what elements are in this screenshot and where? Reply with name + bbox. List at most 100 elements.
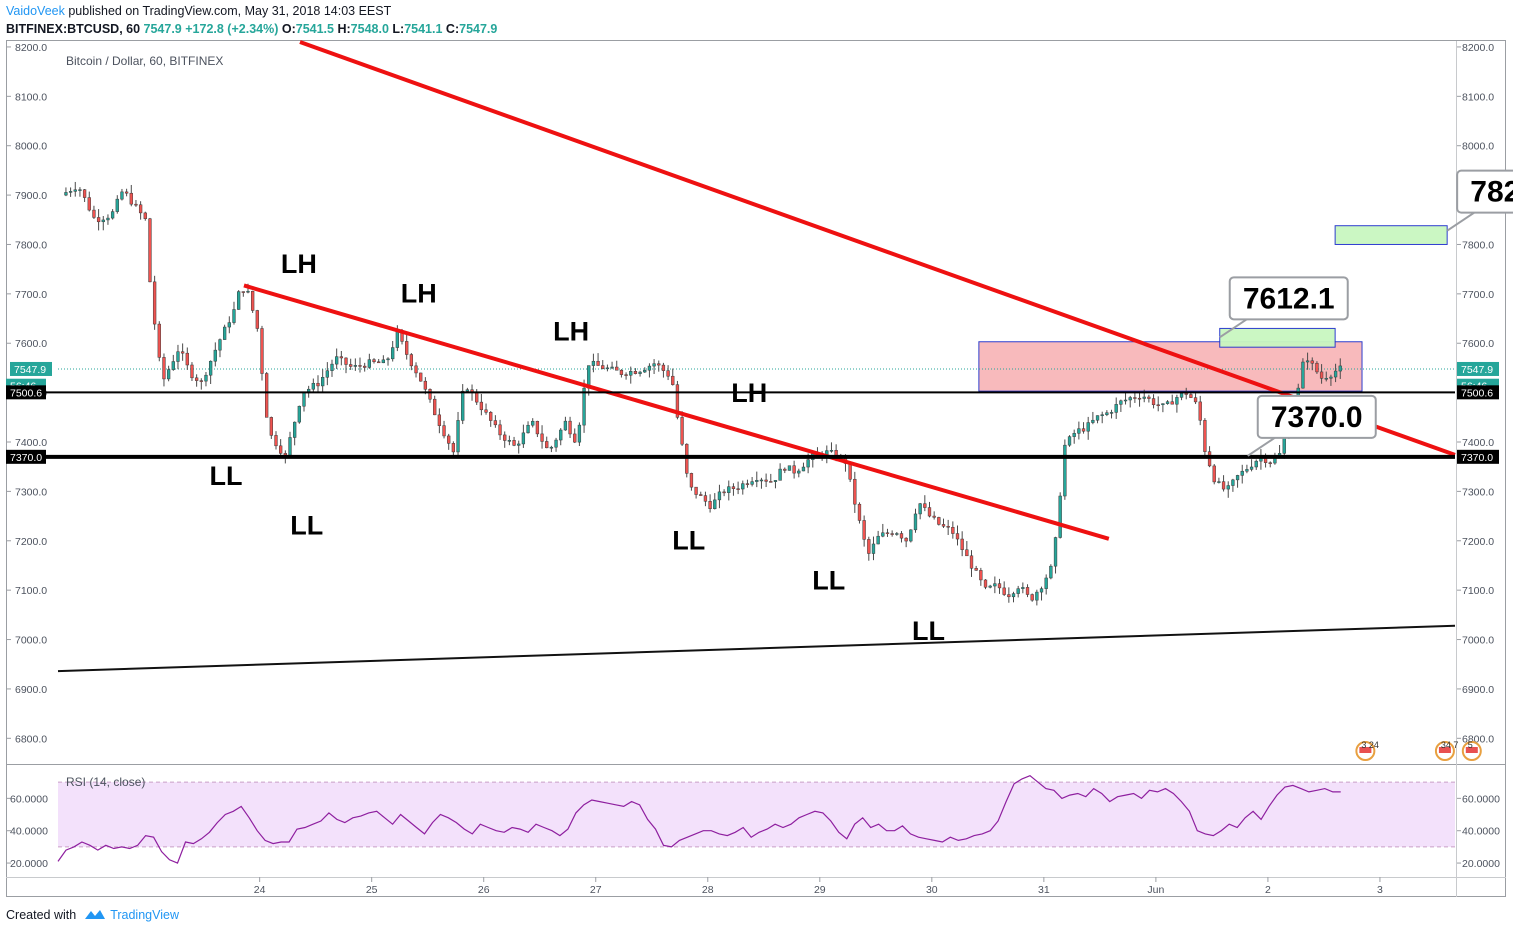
candle-body: [180, 351, 185, 354]
lower-low-label: LL: [812, 566, 845, 596]
candle-body: [1063, 444, 1067, 497]
candle-body: [806, 459, 810, 468]
candle-body: [157, 323, 161, 358]
candle-body: [101, 219, 105, 223]
candle-body: [377, 361, 381, 364]
time-axis-label: 30: [926, 884, 938, 896]
right-axis-label: 7700.0: [1462, 289, 1494, 301]
candle-body: [797, 470, 801, 474]
candle-body: [162, 357, 166, 380]
candle-body: [1105, 412, 1109, 415]
candle-body: [1245, 469, 1249, 472]
candle-body: [652, 363, 656, 367]
candle-body: [208, 360, 213, 376]
candle-body: [507, 440, 512, 442]
callout-box[interactable]: [1256, 394, 1377, 439]
rsi-left-axis-label: 20.0000: [10, 858, 48, 870]
rsi-title: RSI (14, close): [66, 775, 145, 789]
callout-box[interactable]: [1456, 169, 1513, 214]
candle-body: [983, 579, 988, 588]
candle-body: [1039, 588, 1044, 593]
candle-body: [708, 501, 712, 509]
upper-resistance-line[interactable]: [299, 40, 1456, 457]
created-with-label: Created with: [6, 908, 77, 922]
candle-body: [871, 543, 876, 554]
symbol-name: BITFINEX:BTCUSD, 60: [6, 22, 141, 36]
left-axis-label: 8200.0: [15, 42, 47, 54]
candle-body: [199, 380, 203, 382]
candle-body: [890, 533, 894, 535]
target-7824-box[interactable]: [1334, 225, 1448, 245]
supply-zone-box[interactable]: [978, 341, 1363, 392]
time-axis-label: 3: [1377, 884, 1383, 896]
candle-body: [293, 421, 297, 438]
candle-body: [391, 347, 395, 360]
right-axis-label: 7600.0: [1462, 338, 1494, 350]
callout-value: 7612.1: [1243, 282, 1335, 315]
support-trend-line[interactable]: [57, 624, 1456, 673]
candle-body: [222, 326, 227, 340]
high-value: 7548.0: [350, 22, 389, 36]
tradingview-link[interactable]: TradingView: [110, 908, 179, 922]
candle-body: [671, 375, 675, 385]
candle-body: [1179, 393, 1184, 398]
tradingview-logo-icon: [85, 910, 106, 919]
candle-body: [988, 585, 992, 588]
candle-body: [1151, 398, 1156, 406]
candle-body: [745, 483, 750, 485]
left-price-label-bg: [6, 449, 46, 464]
left-axis-label: 7000.0: [15, 635, 47, 647]
candle-body: [1170, 401, 1174, 405]
candle-body: [1147, 396, 1151, 399]
target-7612-box[interactable]: [1219, 327, 1336, 348]
candle-body: [171, 361, 175, 370]
candle-body: [335, 356, 339, 365]
candle-body: [78, 189, 82, 191]
candle-body: [232, 309, 236, 323]
candle-body: [241, 291, 245, 293]
candle-body: [1156, 404, 1160, 407]
candle-body: [475, 391, 479, 403]
candle-body: [1235, 475, 1240, 481]
candle-body: [853, 478, 857, 505]
candle-body: [279, 445, 283, 454]
candle-body: [344, 357, 348, 365]
candle-body: [1226, 485, 1230, 490]
candle-body: [96, 217, 101, 223]
candle-body: [1240, 470, 1244, 476]
callout-box[interactable]: [1228, 276, 1349, 321]
right-axis-label: 7300.0: [1462, 486, 1494, 498]
candle-body: [974, 568, 978, 571]
candle-body: [1016, 588, 1020, 594]
candle-body: [92, 209, 96, 218]
symbol-line: BITFINEX:BTCUSD, 60 7547.9 +172.8 (+2.34…: [6, 21, 497, 38]
candle-body: [1282, 437, 1286, 454]
author-link[interactable]: VaidoVeek: [6, 4, 65, 18]
left-price-label: 7547.9: [14, 364, 46, 376]
candle-body: [372, 359, 376, 363]
candle-body: [993, 583, 997, 587]
candle-body: [423, 380, 428, 390]
candle-body: [960, 538, 964, 550]
candle-body: [1072, 433, 1076, 437]
flag-icon: [1438, 747, 1451, 753]
candle-body: [680, 417, 684, 445]
candle-body: [302, 392, 306, 407]
candle-body: [1221, 481, 1226, 490]
candle-body: [512, 440, 516, 446]
candle-body: [857, 503, 862, 521]
left-axis-label: 8000.0: [15, 141, 47, 153]
candle-body: [246, 290, 250, 293]
candle-body: [442, 425, 446, 437]
lower-resistance-line[interactable]: [243, 283, 1110, 541]
candle-body: [759, 479, 764, 482]
price-label: 7547.9: [1461, 364, 1493, 376]
candle-body: [73, 189, 77, 192]
time-axis-label: 29: [814, 884, 826, 896]
candle-body: [1249, 466, 1254, 470]
candle-body: [755, 480, 759, 482]
candle-body: [727, 486, 731, 493]
price-label-bg: [1457, 361, 1499, 376]
chart-title: Bitcoin / Dollar, 60, BITFINEX: [66, 54, 223, 68]
